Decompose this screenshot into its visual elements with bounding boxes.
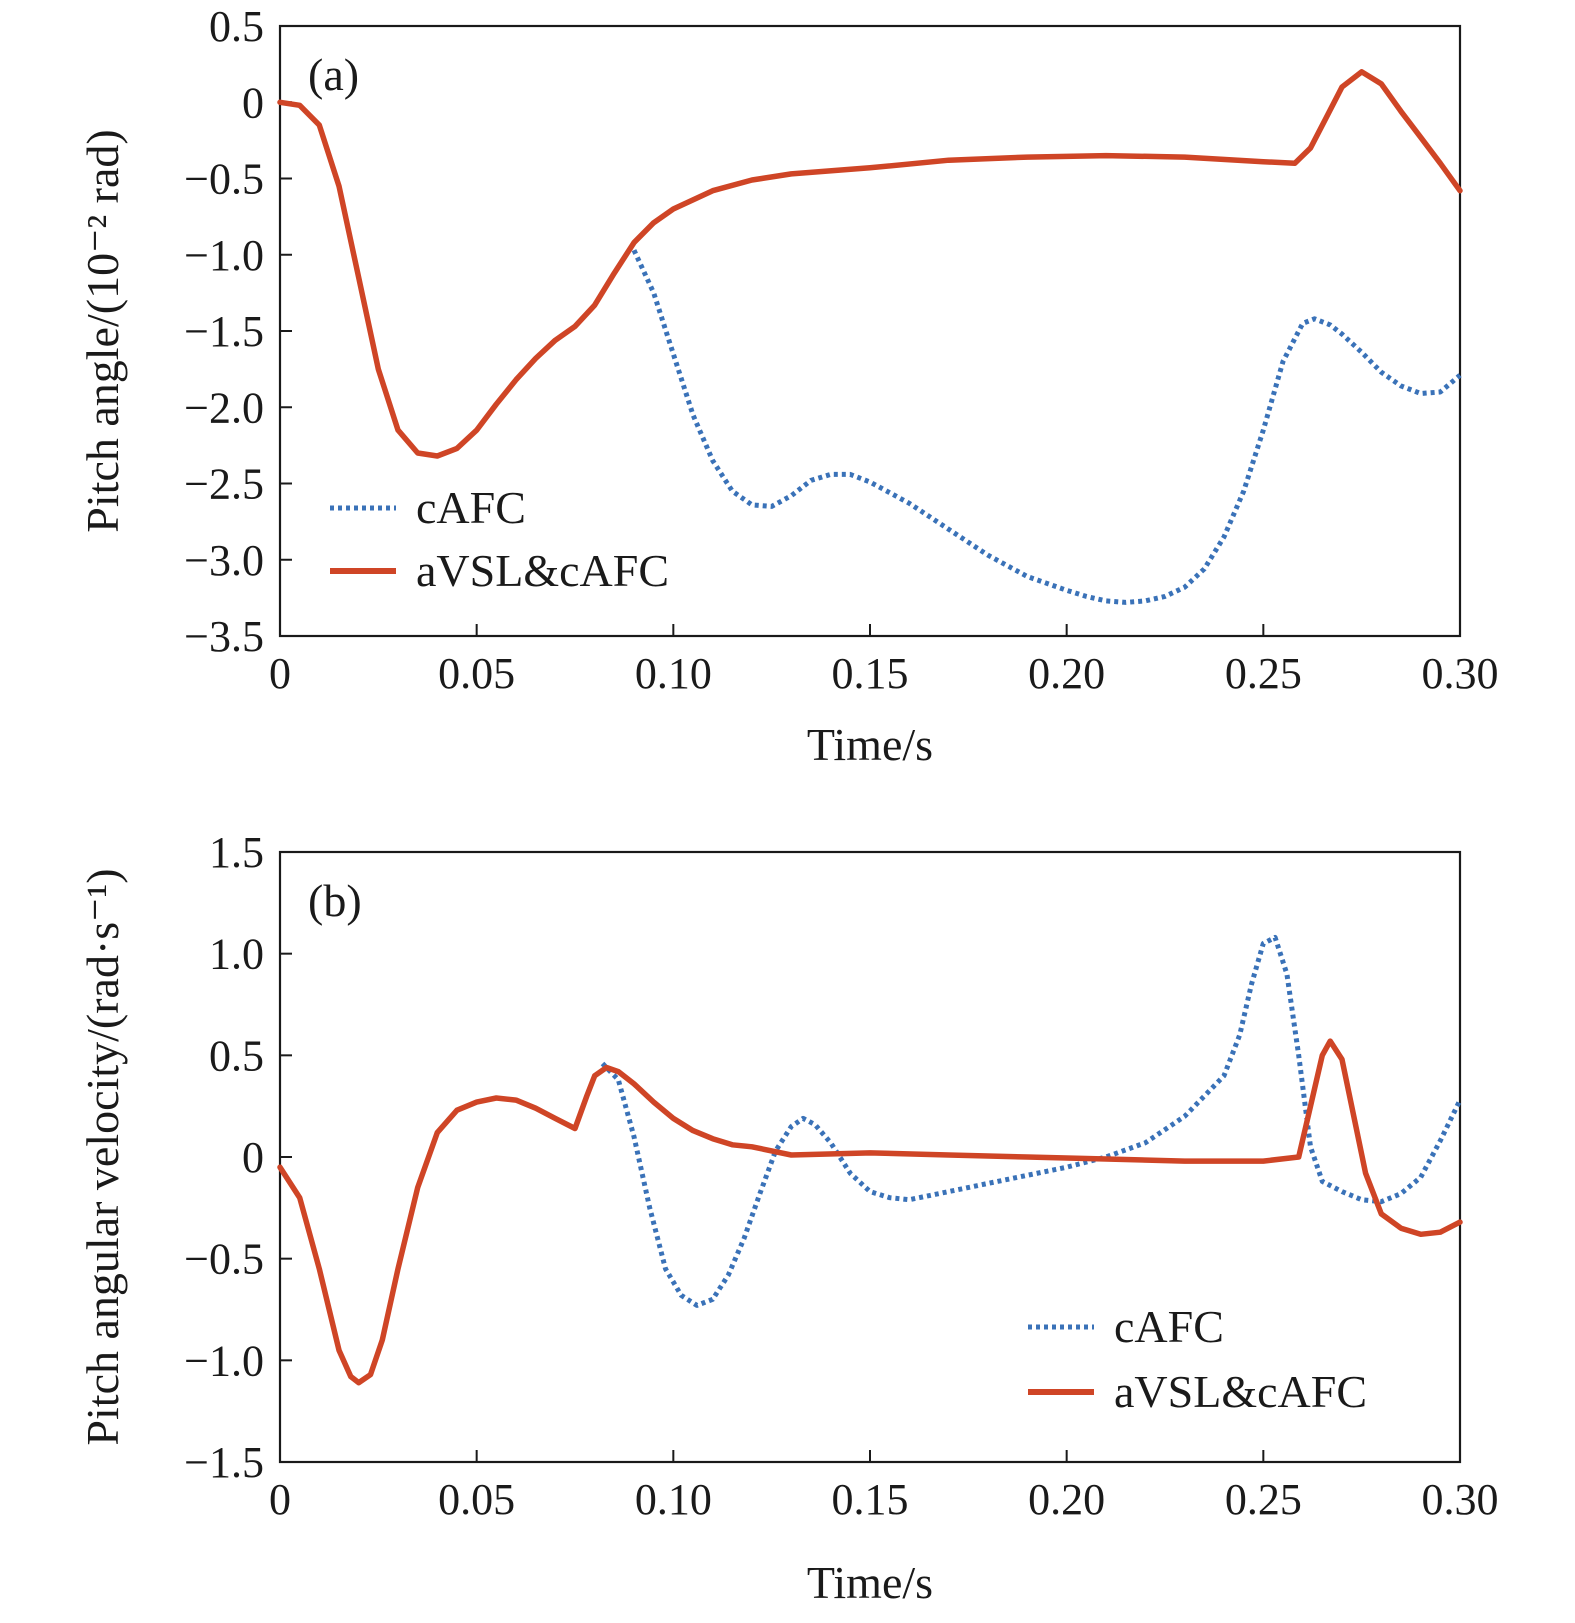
y-tick-label: 1.0 [209, 930, 264, 979]
x-tick-label: 0.30 [1422, 649, 1499, 698]
legend: cAFC aVSL&cAFC [330, 482, 669, 596]
series-line-cafc [631, 249, 1462, 605]
legend-label: cAFC [1114, 1301, 1224, 1352]
series-line-avsl-cafc [277, 69, 1463, 459]
legend-label: cAFC [416, 482, 526, 533]
panel-label: (b) [308, 875, 362, 926]
y-tick-label: −3.0 [184, 536, 264, 585]
x-tick-label: 0.10 [635, 1475, 712, 1524]
chart-panel-b: 0 0.05 0.10 0.15 0.20 0.25 0.30 1.5 1.0 0.5 0 −0.5 −… [77, 828, 1499, 1608]
y-tick-label: −0.5 [184, 1235, 264, 1284]
x-tick-label: 0.10 [635, 649, 712, 698]
x-tick-label: 0.20 [1028, 1475, 1105, 1524]
y-axis-title: Pitch angle/(10⁻² rad) [77, 129, 128, 532]
y-tick-label: 0.5 [209, 1031, 264, 1080]
y-tick-label: −1.0 [184, 1336, 264, 1385]
y-tick-label: −2.0 [184, 383, 264, 432]
legend: cAFC aVSL&cAFC [1028, 1301, 1367, 1417]
x-tick-label: 0.15 [832, 1475, 909, 1524]
y-tick-label: −0.5 [184, 155, 264, 204]
y-tick-label: −1.0 [184, 231, 264, 280]
y-tick-label: −3.5 [184, 612, 264, 661]
y-tick-label: 0.5 [209, 2, 264, 51]
y-tick-label: −1.5 [184, 307, 264, 356]
y-tick-label: 0 [242, 1133, 264, 1182]
x-tick-label: 0.05 [438, 649, 515, 698]
x-tick-label: 0.05 [438, 1475, 515, 1524]
x-tick-label: 0.30 [1422, 1475, 1499, 1524]
panel-label: (a) [308, 49, 359, 100]
x-axis-title: Time/s [807, 1557, 933, 1608]
series-line-avsl-cafc [277, 1038, 1463, 1386]
x-tick-label: 0.25 [1225, 1475, 1302, 1524]
y-tick-label: 0 [242, 78, 264, 127]
x-tick-label: 0 [269, 649, 291, 698]
legend-label: aVSL&cAFC [416, 545, 669, 596]
y-tick-label: −2.5 [184, 460, 264, 509]
y-tick-label: −1.5 [184, 1438, 264, 1487]
x-axis-title: Time/s [807, 719, 933, 770]
y-tick-label: 1.5 [209, 828, 264, 877]
x-tick-label: 0.20 [1028, 649, 1105, 698]
x-tick-label: 0 [269, 1475, 291, 1524]
x-tick-label: 0.15 [832, 649, 909, 698]
x-tick-label: 0.25 [1225, 649, 1302, 698]
y-axis-title: Pitch angular velocity/(rad·s⁻¹) [77, 868, 128, 1445]
chart-panel-a: 0 0.05 0.10 0.15 0.20 0.25 0.30 0.5 0 −0.5 −1.0 −1.… [77, 2, 1499, 770]
legend-label: aVSL&cAFC [1114, 1366, 1367, 1417]
series-line-cafc [600, 934, 1463, 1308]
